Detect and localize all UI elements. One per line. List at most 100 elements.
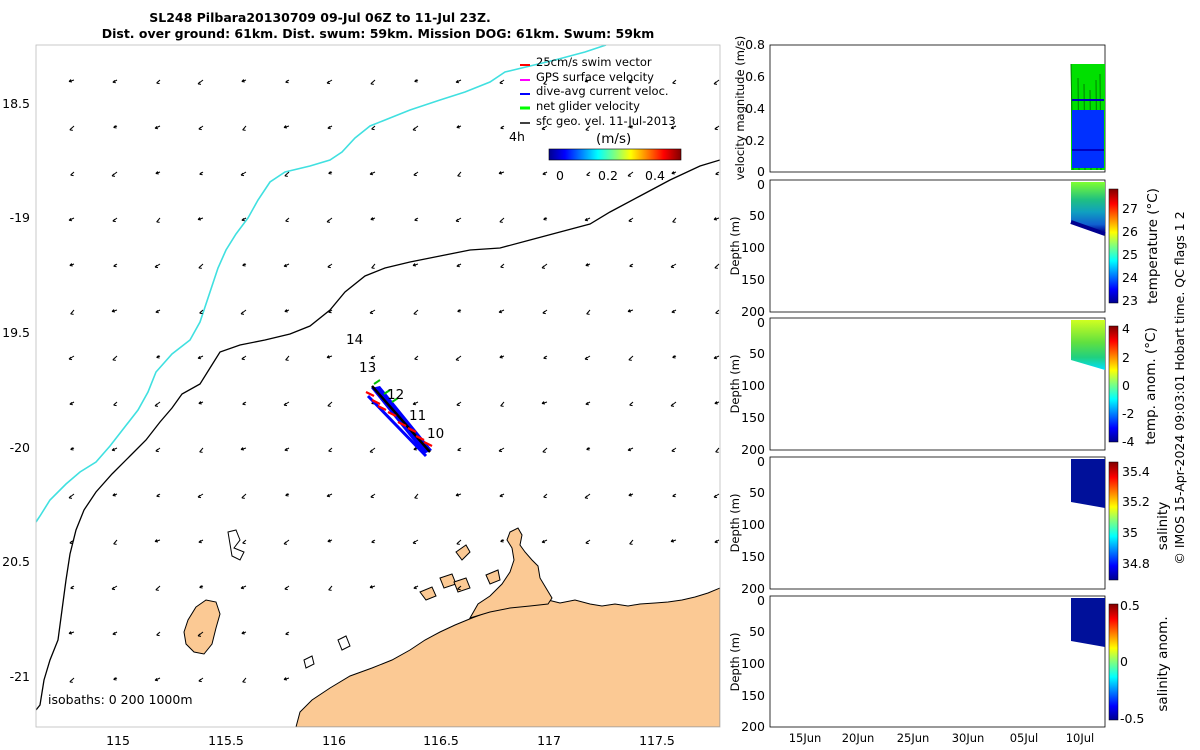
geo-velocity-arrow <box>457 309 462 313</box>
salanom-cbar-tick-0: 0 <box>1120 654 1128 669</box>
temperature-colorbar <box>1108 188 1119 304</box>
geo-velocity-arrow <box>326 355 333 359</box>
geo-velocity-arrow <box>714 539 720 544</box>
geo-velocity-arrow <box>498 171 505 175</box>
temp-cbar-tick-25: 25 <box>1122 247 1138 262</box>
geo-velocity-arrow <box>154 677 161 682</box>
anom-y-tick-150: 150 <box>741 410 765 425</box>
geo-velocity-arrow <box>586 447 591 451</box>
salanom-y-label: Depth (m) <box>728 633 742 692</box>
salinity-colorbar <box>1108 461 1119 581</box>
geo-velocity-arrow <box>456 263 462 268</box>
legend-gps: GPS surface velocity <box>536 70 654 84</box>
track-label-13: 13 <box>359 360 376 376</box>
geo-velocity-arrow <box>68 631 75 635</box>
glider-track <box>365 379 433 458</box>
geo-velocity-arrow <box>455 355 462 361</box>
geo-velocity-arrow <box>628 493 634 497</box>
geo-velocity-arrow <box>542 309 548 315</box>
track-label-12: 12 <box>387 387 404 403</box>
geo-velocity-arrow <box>414 493 419 499</box>
velocity-current-lines <box>1072 99 1104 151</box>
peninsula <box>468 527 553 619</box>
geo-velocity-arrow <box>370 217 376 221</box>
salanom-y-tick-0: 0 <box>757 593 765 608</box>
geo-velocity-arrow <box>369 447 376 453</box>
geo-velocity-arrow <box>628 217 634 223</box>
geo-velocity-arrow <box>198 401 204 405</box>
time-tick-20jun: 20Jun <box>842 731 875 745</box>
geo-velocity-arrow <box>198 125 204 131</box>
time-tick-25jun: 25Jun <box>897 731 930 745</box>
vel-y-tick-0.4: 0.4 <box>745 101 765 116</box>
y-tick-19.5: 19.5 <box>2 325 30 340</box>
geo-velocity-arrow <box>113 401 118 407</box>
geo-velocity-arrow <box>670 539 677 543</box>
island-small-4 <box>453 577 471 593</box>
geo-velocity-arrow <box>326 79 333 85</box>
geo-velocity-arrow <box>714 401 720 405</box>
sal-y-label: Depth (m) <box>728 494 742 553</box>
geo-velocity-arrow <box>242 263 247 267</box>
geo-velocity-arrow <box>283 263 290 268</box>
y-tick-21: -21 <box>10 669 30 684</box>
sal-cbar-tick-35.4: 35.4 <box>1122 464 1150 479</box>
geo-velocity-arrow <box>629 539 634 545</box>
temp-anom-colorbar <box>1108 325 1119 443</box>
geo-velocity-arrow <box>369 309 376 315</box>
geo-velocity-arrow <box>240 171 247 177</box>
geo-velocity-arrow <box>285 631 290 636</box>
geo-velocity-arrow <box>370 493 376 499</box>
geo-velocity-arrow <box>284 309 290 313</box>
geo-velocity-arrow <box>113 125 118 129</box>
island-small-7 <box>337 635 351 651</box>
geo-velocity-arrow <box>628 79 634 84</box>
sal-cbar-label: salinity <box>1155 502 1171 550</box>
anom-cbar-tick-m2: -2 <box>1122 406 1134 421</box>
geo-velocity-arrow <box>242 401 247 406</box>
panel-salinity-frame <box>769 456 1106 590</box>
geo-velocity-arrow <box>68 79 75 83</box>
geo-velocity-arrow <box>285 493 290 497</box>
geo-velocity-arrow <box>111 585 118 591</box>
temp-cbar-tick-24: 24 <box>1122 270 1138 285</box>
geo-velocity-arrow <box>327 401 333 407</box>
geo-velocity-arrow <box>69 263 75 267</box>
panel-salinity-anom-frame <box>769 595 1106 728</box>
geo-velocity-arrow <box>627 309 634 313</box>
y-tick-20: -20 <box>10 440 30 455</box>
island-small-8 <box>303 655 315 669</box>
map-title-line1: SL248 Pilbara20130709 09-Jul 06Z to 11-J… <box>149 10 491 25</box>
panel-velocity-frame <box>769 44 1106 173</box>
time-tick-30jun: 30Jun <box>952 731 985 745</box>
y-tick-19: -19 <box>10 210 30 225</box>
vel-y-tick-0.8: 0.8 <box>745 37 765 52</box>
geo-velocity-arrow <box>500 539 505 543</box>
track-label-14: 14 <box>346 332 363 348</box>
geo-velocity-arrow <box>670 401 677 407</box>
geo-velocity-arrow <box>197 493 204 499</box>
geo-velocity-arrow <box>241 355 247 361</box>
legend-current: dive-avg current veloc. <box>536 84 669 98</box>
x-tick-116: 116 <box>322 733 346 748</box>
geo-velocity-arrow <box>543 355 548 360</box>
vel-y-label: velocity magnitude (m/s) <box>733 36 747 181</box>
panel-salinity: 35.4 35.2 35 34.8 salinity 0 50 100 150 … <box>728 454 1171 596</box>
vel-y-tick-0.6: 0.6 <box>745 69 765 84</box>
anom-cbar-tick-0: 0 <box>1122 378 1130 393</box>
geo-velocity-arrow <box>327 263 333 269</box>
anom-y-label: Depth (m) <box>728 355 742 414</box>
geo-velocity-arrow <box>113 263 118 268</box>
anom-cbar-tick-2: 2 <box>1122 350 1130 365</box>
geo-velocity-arrow <box>586 309 591 315</box>
geo-velocity-arrow <box>369 585 376 589</box>
geo-velocity-arrow <box>714 263 720 269</box>
geo-velocity-arrow <box>70 171 75 177</box>
geo-velocity-arrow <box>542 447 548 453</box>
geo-velocity-arrow <box>241 217 247 222</box>
map-y-ticks: 18.5 -19 19.5 -20 20.5 -21 <box>2 96 30 684</box>
geo-velocity-arrow <box>671 171 677 175</box>
x-tick-117: 117 <box>537 733 561 748</box>
geo-velocity-arrow <box>672 355 677 359</box>
